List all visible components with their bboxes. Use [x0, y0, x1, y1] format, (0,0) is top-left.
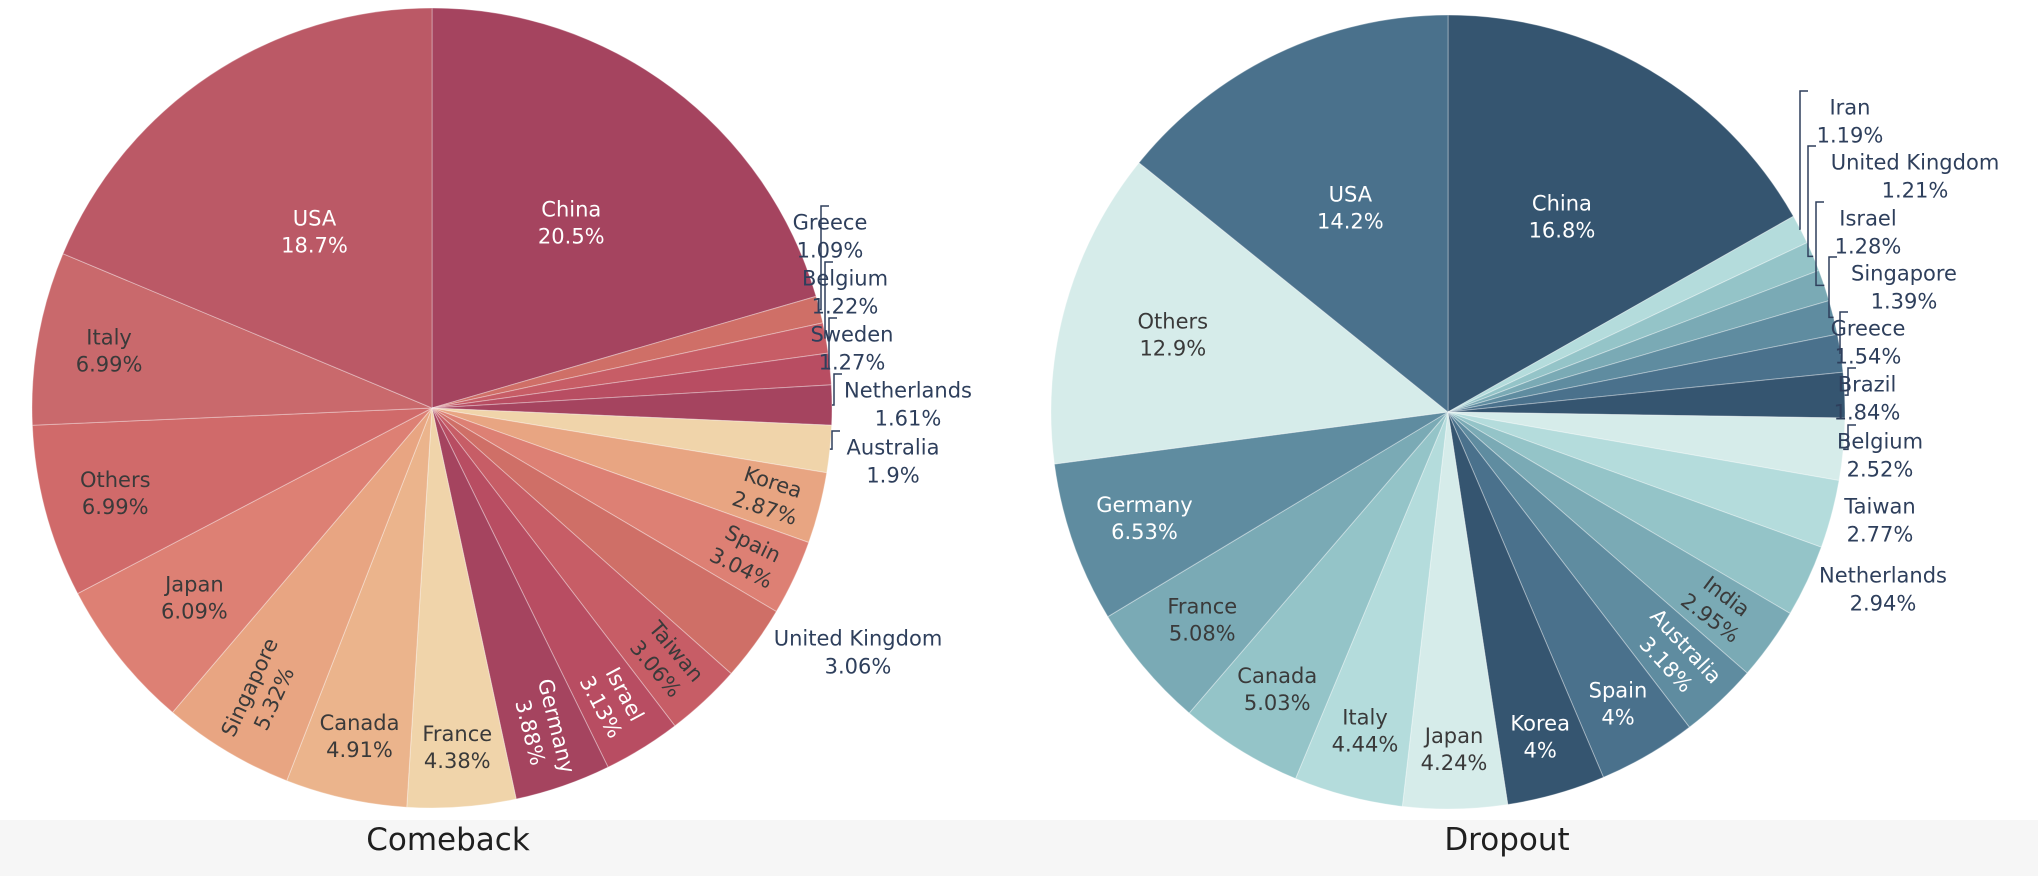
- label-china: China 16.8%: [1529, 191, 1596, 242]
- slice-israel: [431, 407, 676, 768]
- label-korea: Korea 4%: [1510, 711, 1570, 762]
- label-greece: Greece 1.09%: [793, 210, 868, 262]
- label-belgium: Belgium 2.52%: [1837, 429, 1923, 481]
- slice-india: [1447, 411, 1791, 674]
- slice-netherlands: [1447, 411, 1822, 615]
- label-israel: Israel 1.28%: [1835, 206, 1902, 258]
- leader-line-australia: [829, 430, 840, 450]
- label-others: Others 12.9%: [1138, 310, 1209, 361]
- leader-line-belgium: [1843, 424, 1856, 451]
- label-australia: Australia 1.9%: [847, 435, 940, 487]
- leader-line-greece: [1839, 311, 1848, 354]
- label-united-kingdom: United Kingdom 1.21%: [1831, 150, 2000, 202]
- slice-others: [1050, 162, 1450, 465]
- slice-greece: [431, 295, 824, 409]
- caption-comeback: Comeback: [366, 822, 530, 858]
- slice-france: [1107, 411, 1449, 714]
- leader-line-brazil: [1844, 367, 1856, 396]
- label-united-kingdom: United Kingdom 3.06%: [774, 626, 943, 678]
- slice-china: [1447, 14, 1795, 413]
- slice-canada: [1188, 411, 1449, 780]
- slice-australia: [1447, 411, 1748, 728]
- leader-line-iran: [1799, 90, 1808, 231]
- label-japan: Japan 6.09%: [161, 572, 228, 623]
- slice-taiwan: [431, 407, 732, 727]
- slice-germany: [1053, 411, 1449, 618]
- label-spain: Spain 4%: [1589, 678, 1648, 729]
- leader-line-belgium: [824, 261, 833, 339]
- label-canada: Canada 5.03%: [1237, 664, 1317, 715]
- label-iran: Iran 1.19%: [1817, 95, 1884, 147]
- slice-japan: [1401, 411, 1509, 810]
- label-germany: Germany 6.53%: [1096, 493, 1193, 544]
- label-greece: Greece 1.54%: [1831, 316, 1906, 368]
- slice-belgium: [431, 322, 829, 409]
- label-canada: Canada 4.91%: [320, 711, 400, 762]
- slice-spain: [431, 407, 810, 613]
- slice-italy: [31, 253, 433, 426]
- label-china: China 20.5%: [538, 197, 605, 248]
- slice-united-kingdom: [431, 407, 778, 675]
- label-belgium: Belgium 1.22%: [802, 266, 888, 318]
- slice-japan: [76, 407, 433, 714]
- slice-china: [431, 7, 817, 409]
- slice-taiwan: [1447, 411, 1840, 548]
- label-japan: Japan 4.24%: [1421, 724, 1488, 775]
- slice-spain: [1447, 411, 1691, 778]
- leader-line-singapore: [1828, 256, 1837, 319]
- leader-line-greece: [819, 205, 829, 311]
- caption-band: [0, 820, 2038, 876]
- label-italy: Italy 4.44%: [1332, 706, 1399, 757]
- slice-germany: [431, 407, 609, 800]
- slice-netherlands: [431, 384, 833, 426]
- slice-united-kingdom: [1447, 241, 1820, 413]
- label-sweden: Sweden 1.27%: [811, 322, 894, 374]
- pie-comeback: China 20.5% Greece 1.09%Belgium 1.22%Sweden 1…: [31, 7, 972, 809]
- label-france: France 4.38%: [422, 722, 492, 773]
- caption-dropout: Dropout: [1444, 822, 1570, 858]
- slice-singapore: [171, 407, 433, 782]
- slice-italy: [1294, 411, 1449, 807]
- slice-others: [31, 407, 433, 595]
- slice-canada: [286, 407, 433, 808]
- leader-line-sweden: [828, 317, 837, 370]
- slice-usa: [1138, 14, 1449, 414]
- label-france: France 5.08%: [1167, 594, 1237, 645]
- label-singapore: Singapore 1.39%: [1851, 261, 1957, 313]
- leader-line-netherlands: [832, 373, 842, 406]
- slice-france: [406, 407, 517, 809]
- label-others: Others 6.99%: [80, 468, 151, 519]
- slice-korea: [1447, 411, 1605, 806]
- pie-charts: China 20.5% Greece 1.09%Belgium 1.22%Sweden 1…: [31, 7, 2000, 810]
- label-taiwan: Taiwan 2.77%: [1843, 494, 1915, 546]
- slice-australia: [431, 407, 833, 474]
- label-usa: USA 18.7%: [281, 206, 348, 257]
- label-italy: Italy 6.99%: [76, 325, 143, 376]
- slice-korea: [431, 407, 828, 544]
- pie-dropout: China 16.8% Iran 1.19%United Kingdom 1.21%Is…: [1050, 14, 2000, 810]
- label-netherlands: Netherlands 1.61%: [844, 378, 972, 430]
- leader-line-israel: [1815, 201, 1825, 287]
- leader-line-united-kingdom: [1807, 145, 1816, 258]
- slice-usa: [62, 7, 433, 409]
- label-netherlands: Netherlands 2.94%: [1819, 563, 1947, 615]
- label-usa: USA 14.2%: [1317, 183, 1384, 234]
